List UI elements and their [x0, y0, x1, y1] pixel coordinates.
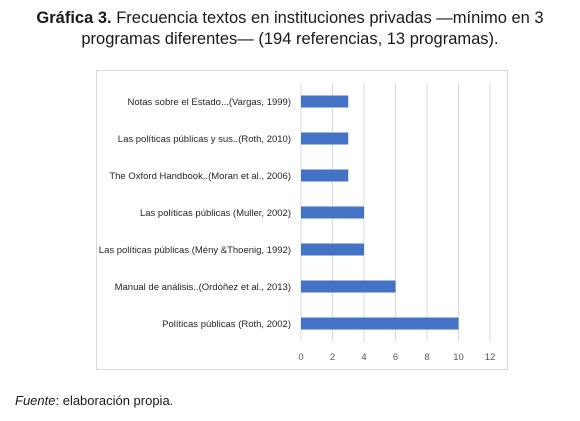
bar	[301, 243, 364, 256]
x-tick-label: 2	[330, 352, 335, 363]
x-tick-label: 12	[485, 352, 496, 363]
figure-source: Fuente: elaboración propia.	[15, 393, 173, 408]
source-label: Fuente	[15, 393, 56, 408]
x-tick-label: 10	[453, 352, 464, 363]
bar	[301, 169, 349, 182]
chart-title: Gráfica 3. Frecuencia textos en instituc…	[0, 8, 580, 50]
bar	[301, 132, 349, 145]
x-tick-label: 4	[361, 352, 366, 363]
category-label: Manual de análisis..(Ordóñez et al., 201…	[115, 282, 291, 293]
category-label: Las políticas públicas (Muller, 2002)	[140, 208, 291, 219]
source-text: : elaboración propia.	[55, 393, 174, 408]
category-label: Las políticas públicas (Mény &Thoenig, 1…	[99, 245, 291, 256]
bar	[301, 280, 396, 293]
category-label: Políticas públicas (Roth, 2002)	[162, 319, 291, 330]
category-label: The Oxford Handbook..(Moran et al., 2006…	[109, 171, 291, 182]
bar	[301, 317, 459, 330]
x-tick-label: 0	[298, 352, 303, 363]
title-text-2: programas diferentes— (194 referencias, …	[81, 30, 499, 48]
title-text-1: Frecuencia textos en instituciones priva…	[111, 9, 544, 27]
bar	[301, 206, 364, 219]
chart-title-line-1: Gráfica 3. Frecuencia textos en instituc…	[0, 8, 580, 29]
figure-number: Gráfica 3.	[36, 9, 112, 27]
category-label: Notas sobre el Estado...(Vargas, 1999)	[127, 97, 291, 108]
category-label: Las políticas públicas y sus..(Roth, 201…	[118, 134, 291, 145]
bar	[301, 95, 349, 108]
x-tick-label: 8	[424, 352, 429, 363]
x-tick-label: 6	[393, 352, 398, 363]
